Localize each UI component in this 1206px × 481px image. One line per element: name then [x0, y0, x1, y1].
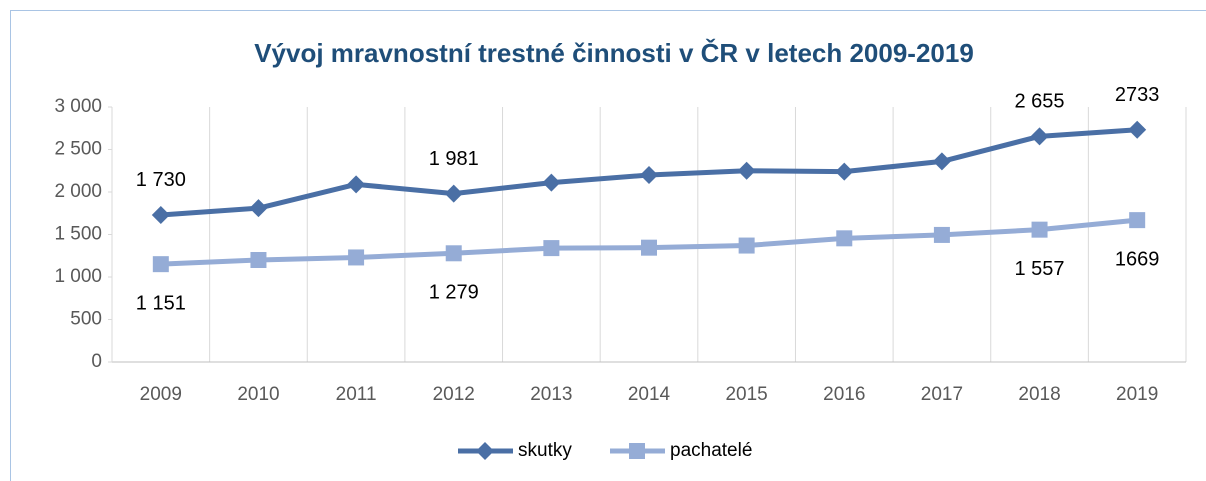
x-tick-label: 2015 [725, 384, 767, 405]
data-point [1031, 221, 1048, 238]
y-tick-label: 500 [70, 309, 102, 330]
data-point [249, 199, 268, 218]
legend-label: pachatelé [670, 440, 752, 461]
x-tick-label: 2016 [823, 384, 865, 405]
x-tick-label: 2012 [433, 384, 475, 405]
x-tick-label: 2014 [628, 384, 671, 405]
x-tick-label: 2013 [530, 384, 572, 405]
data-point [1129, 212, 1146, 229]
y-tick-label: 2 500 [54, 139, 102, 160]
data-point [543, 240, 560, 257]
chart-title: Vývoj mravnostní trestné činnosti v ČR v… [254, 38, 974, 68]
data-point [152, 256, 169, 273]
data-point [640, 166, 658, 184]
data-label: 1 557 [1015, 258, 1065, 280]
x-tick-label: 2011 [336, 384, 377, 405]
data-point [444, 184, 463, 203]
data-point [348, 249, 365, 266]
y-tick-label: 0 [91, 351, 102, 372]
data-point [445, 245, 462, 262]
x-tick-label: 2010 [237, 384, 279, 405]
data-label: 2733 [1115, 84, 1160, 106]
x-tick-label: 2019 [1116, 384, 1158, 405]
data-point [347, 175, 366, 194]
y-tick-label: 2 000 [54, 181, 102, 202]
y-tick-label: 1 000 [54, 266, 102, 287]
data-point [151, 205, 170, 224]
data-label: 1 981 [429, 148, 479, 170]
legend-label: skutky [518, 440, 572, 461]
x-tick-label: 2017 [921, 384, 963, 405]
legend-marker [476, 442, 494, 460]
data-label: 1669 [1115, 248, 1160, 270]
data-point [250, 252, 267, 268]
data-point [641, 239, 657, 256]
data-point [737, 161, 756, 180]
y-tick-label: 3 000 [54, 96, 102, 117]
legend-marker [629, 443, 645, 459]
x-tick-label: 2009 [140, 384, 182, 405]
data-point [836, 230, 853, 247]
data-label: 2 655 [1015, 91, 1065, 113]
data-label: 1 730 [136, 169, 186, 191]
x-tick-label: 2018 [1018, 384, 1060, 405]
y-tick-label: 1 500 [54, 224, 102, 245]
data-point [1128, 120, 1147, 139]
data-point [835, 162, 854, 181]
data-point [1030, 127, 1049, 146]
data-label: 1 279 [429, 282, 479, 304]
data-point [738, 237, 755, 254]
data-point [542, 173, 561, 192]
data-point [933, 226, 950, 243]
data-label: 1 151 [136, 292, 186, 314]
data-point [932, 152, 951, 171]
